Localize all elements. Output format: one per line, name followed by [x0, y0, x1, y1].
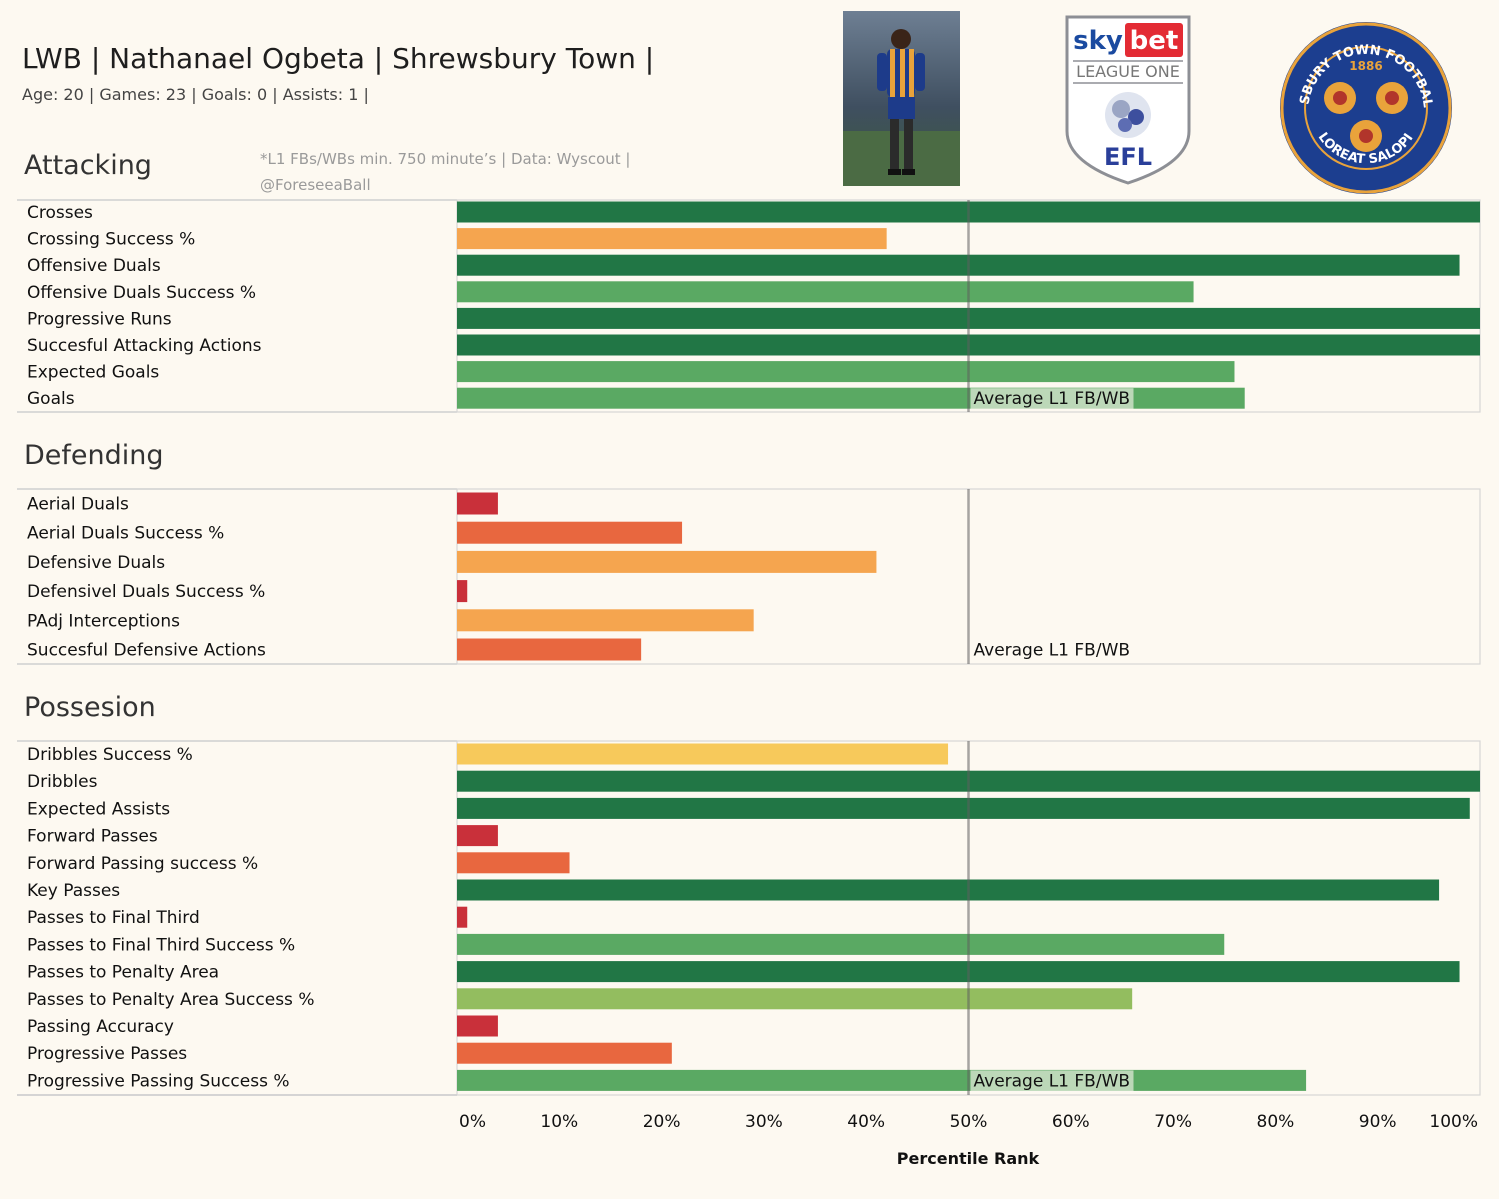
metric-label: Key Passes	[27, 881, 120, 901]
bar	[457, 961, 1460, 983]
data-source-note: *L1 FBs/WBs min. 750 minute’s | Data: Wy…	[260, 146, 660, 198]
metric-label: Succesful Defensive Actions	[27, 641, 266, 661]
page-title: LWB | Nathanael Ogbeta | Shrewsbury Town…	[22, 42, 655, 75]
metric-label: Passing Accuracy	[27, 1017, 174, 1037]
x-tick-label: 50%	[950, 1112, 988, 1132]
metric-label: Progressive Runs	[27, 309, 172, 329]
metric-label: Dribbles	[27, 772, 98, 792]
bar	[457, 879, 1440, 901]
average-reference: Average L1 FB/WB Average L1 FB/WB Average …	[967, 200, 1134, 1095]
metric-label: Defensivel Duals Success %	[27, 582, 265, 602]
x-tick-label: 0%	[459, 1112, 486, 1132]
metric-label: Passes to Final Third Success %	[27, 935, 295, 955]
average-label: Average L1 FB/WB	[974, 1071, 1131, 1091]
x-axis-title: Percentile Rank	[897, 1149, 1040, 1168]
x-tick-label: 70%	[1154, 1112, 1192, 1132]
metric-label: Expected Assists	[27, 799, 170, 819]
x-tick-label: 30%	[745, 1112, 783, 1132]
x-tick-label: 60%	[1052, 1112, 1090, 1132]
bar	[457, 609, 754, 632]
bar	[457, 797, 1470, 819]
metric-label: Passes to Penalty Area Success %	[27, 990, 314, 1010]
player-stats-line: Age: 20 | Games: 23 | Goals: 0 | Assists…	[22, 85, 369, 104]
x-tick-label: 90%	[1359, 1112, 1397, 1132]
metric-label: Progressive Passes	[27, 1044, 187, 1064]
bar	[457, 281, 1194, 303]
metric-label: Passes to Penalty Area	[27, 963, 219, 983]
average-label-bg	[970, 639, 1134, 661]
x-tick-label: 40%	[847, 1112, 885, 1132]
x-tick-label: 10%	[540, 1112, 578, 1132]
bar	[457, 1015, 498, 1037]
metric-label: Passes to Final Third	[27, 908, 200, 928]
bar	[457, 852, 570, 874]
bar	[457, 254, 1460, 276]
svg-text:1886: 1886	[1349, 59, 1382, 73]
metric-label: Crosses	[27, 203, 93, 223]
metric-label: Forward Passes	[27, 827, 158, 847]
metric-label: Aerial Duals Success %	[27, 524, 224, 544]
metric-label: Succesful Attacking Actions	[27, 336, 262, 356]
bar	[457, 361, 1235, 383]
section-title-attacking: Attacking	[24, 150, 152, 181]
bar	[457, 580, 468, 603]
bar	[457, 988, 1133, 1010]
average-label-bg	[970, 388, 1134, 410]
metric-label: Aerial Duals	[27, 495, 129, 515]
bar	[457, 933, 1225, 955]
metric-label: Progressive Passing Success %	[27, 1071, 290, 1091]
average-label: Average L1 FB/WB	[974, 641, 1131, 661]
average-label-bg	[970, 1070, 1134, 1092]
metric-label: Offensive Duals Success %	[27, 283, 256, 303]
x-tick-label: 20%	[643, 1112, 681, 1132]
note-line-2: @ForeseeaBall	[260, 176, 371, 194]
bar	[457, 1042, 672, 1064]
bar	[457, 550, 877, 573]
svg-text:EFL: EFL	[1104, 143, 1152, 171]
bar	[457, 521, 683, 544]
metric-label: Forward Passing success %	[27, 854, 258, 874]
league-one-logo: sky bet LEAGUE ONE EFL	[1065, 15, 1191, 185]
bar	[457, 1069, 1307, 1091]
bar	[457, 492, 498, 515]
metric-label: Dribbles Success %	[27, 745, 193, 765]
metric-labels: Crosses Crossing Success % Offensive Duals…	[27, 203, 314, 1091]
section-title-possesion: Possesion	[24, 692, 156, 723]
svg-text:LEAGUE ONE: LEAGUE ONE	[1076, 62, 1180, 81]
bar	[457, 743, 949, 765]
x-tick-label: 100%	[1429, 1112, 1478, 1132]
metric-label: Offensive Duals	[27, 256, 161, 276]
svg-text:sky: sky	[1073, 26, 1123, 56]
bar	[457, 638, 642, 661]
metric-label: Crossing Success %	[27, 230, 195, 250]
bar	[457, 228, 887, 250]
x-tick-label: 80%	[1257, 1112, 1295, 1132]
section-title-defending: Defending	[24, 440, 164, 471]
bar	[457, 825, 498, 847]
x-axis: 0% 10% 20% 30% 40% 50% 60% 70% 80% 90% 100%	[17, 1094, 1478, 1132]
svg-text:bet: bet	[1130, 26, 1179, 56]
player-photo	[843, 11, 960, 186]
metric-label: Goals	[27, 389, 75, 409]
metric-label: Expected Goals	[27, 363, 159, 383]
note-line-1: *L1 FBs/WBs min. 750 minute’s | Data: Wy…	[260, 150, 631, 168]
bar	[457, 906, 468, 928]
average-label: Average L1 FB/WB	[974, 389, 1131, 409]
metric-label: Defensive Duals	[27, 553, 165, 573]
metric-label: PAdj Interceptions	[27, 611, 180, 631]
